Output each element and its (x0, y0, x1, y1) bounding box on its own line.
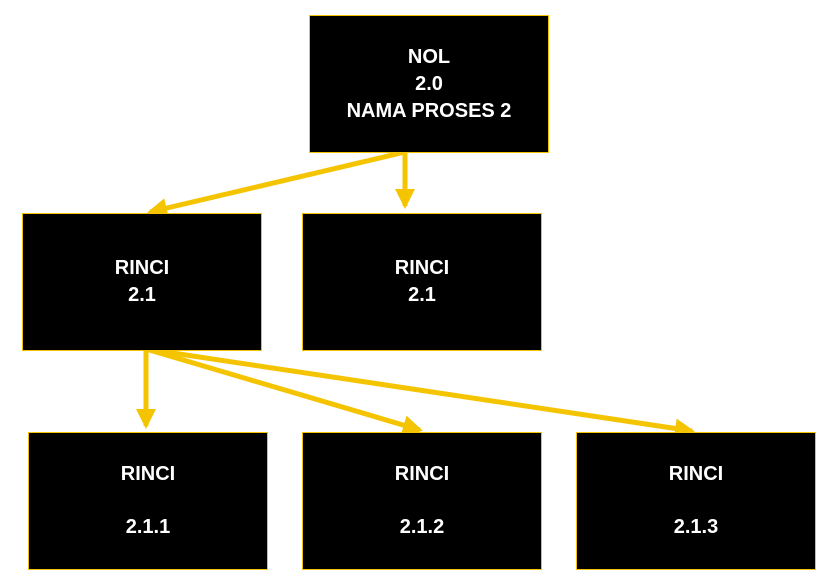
node-grandchild-2-line2: 2.1.2 (399, 516, 445, 538)
node-grandchild-3-line2: 2.1.3 (673, 516, 719, 538)
node-root-line2: 2.0 (415, 72, 443, 95)
edge-root-to-child-a (147, 149, 406, 218)
node-child-b: RINCI 2.1 (302, 213, 542, 351)
node-root-line1: NOL (407, 45, 451, 68)
node-grandchild-1-line2: 2.1.1 (125, 516, 171, 538)
node-grandchild-2: RINCI 2.1.2 (302, 432, 542, 570)
node-grandchild-1: RINCI 2.1.1 (28, 432, 268, 570)
node-child-a-line1: RINCI (114, 257, 170, 279)
node-child-a: RINCI 2.1 (22, 213, 262, 351)
node-child-b-line2: 2.1 (408, 284, 436, 306)
node-root-line3: NAMA PROSES 2 (346, 99, 512, 122)
node-grandchild-3-line1: RINCI (668, 463, 724, 485)
node-child-b-line1: RINCI (394, 257, 450, 279)
node-grandchild-3: RINCI 2.1.3 (576, 432, 816, 570)
node-root: NOL 2.0 NAMA PROSES 2 (309, 15, 549, 153)
node-grandchild-2-line1: RINCI (394, 463, 450, 485)
edge-child-a-to-grandchild-3 (145, 346, 695, 439)
node-grandchild-1-line1: RINCI (120, 463, 176, 485)
node-child-a-line2: 2.1 (128, 284, 156, 306)
edge-child-a-to-grandchild-2 (145, 346, 423, 435)
